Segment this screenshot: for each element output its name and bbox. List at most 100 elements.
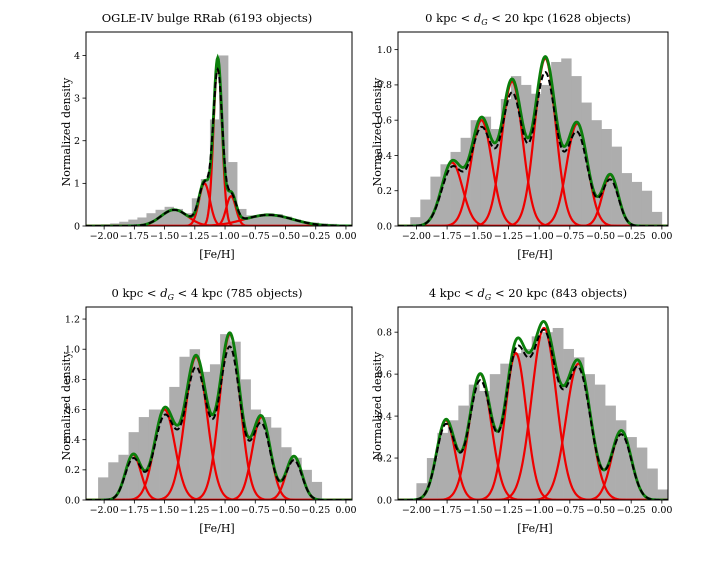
histogram-bar xyxy=(173,208,184,226)
histogram-bar xyxy=(584,374,595,500)
panel-1-plot: −2.00 −1.75 −1.50 −1.25 −1.00 −0.75 −0.50 −0.25… xyxy=(74,31,357,242)
histogram-bar xyxy=(260,417,272,500)
y-tick-label: 0.0 xyxy=(377,495,392,506)
x-tick-label: −1.00 xyxy=(525,231,554,242)
panel-2-title: 0 kpc < dG < 20 kpc (1628 objects) xyxy=(425,11,631,27)
histogram-bar xyxy=(594,384,606,500)
panel-4-xlabel: [Fe/H] xyxy=(517,522,552,535)
x-tick-label: −0.75 xyxy=(241,505,270,516)
x-tick-label: −1.75 xyxy=(433,231,462,242)
panel-4-ylabel: Normalized density xyxy=(371,351,384,461)
gaussian-component xyxy=(86,355,352,500)
histogram-bar xyxy=(164,206,174,226)
histogram-bar xyxy=(264,213,274,226)
y-tick-label: 1.0 xyxy=(377,45,392,56)
histogram-bar xyxy=(591,120,602,226)
panel-3-title: 0 kpc < dG < 4 kpc (785 objects) xyxy=(111,286,302,302)
gaussian-component xyxy=(86,332,352,500)
panel-2-plot: −2.00 −1.75 −1.50 −1.25 −1.00 −0.75 −0.50 −0.25… xyxy=(377,31,672,242)
y-tick-label: 1.2 xyxy=(65,314,80,325)
x-tick-label: 0.00 xyxy=(651,231,672,242)
x-tick-label: 0.00 xyxy=(335,505,356,516)
x-tick-label: −1.00 xyxy=(210,231,239,242)
panel-1-title: OGLE-IV bulge RRab (6193 objects) xyxy=(102,11,313,25)
x-tick-label: −0.75 xyxy=(555,231,584,242)
axes-frame xyxy=(85,306,353,501)
x-tick-label: −0.50 xyxy=(271,231,300,242)
gaussian-component xyxy=(398,57,668,226)
histogram-bar xyxy=(189,349,201,500)
y-tick-label: 0.4 xyxy=(377,151,392,162)
mixture-sum-curve xyxy=(398,320,668,500)
histogram-bar xyxy=(470,120,482,226)
histogram-bar xyxy=(138,417,150,500)
panel-1-xlabel: [Fe/H] xyxy=(199,248,234,261)
histogram-bar xyxy=(500,99,512,226)
histogram-bar xyxy=(651,211,663,226)
gaussian-component xyxy=(398,80,668,226)
histogram-bar xyxy=(636,447,648,500)
histogram-bar xyxy=(98,477,109,500)
histogram-bar xyxy=(426,458,438,500)
histogram-bar xyxy=(273,214,283,226)
histogram-bar xyxy=(551,61,562,226)
histogram-bar xyxy=(230,341,241,500)
histogram-bar xyxy=(282,216,292,226)
panel-3: 0 kpc < dG < 4 kpc (785 objects) −2.00 −1… xyxy=(60,286,357,535)
histogram-bar xyxy=(179,356,190,500)
density-estimate-curve xyxy=(86,67,352,226)
histogram-bar xyxy=(500,363,512,500)
axes-frame xyxy=(397,306,669,501)
x-tick-label: −0.25 xyxy=(617,231,646,242)
histogram-bar xyxy=(416,483,428,500)
x-tick-label: −1.75 xyxy=(120,505,149,516)
histogram-bar xyxy=(641,190,653,226)
x-tick-label: −2.00 xyxy=(90,231,119,242)
x-tick-label: −0.50 xyxy=(586,505,615,516)
histogram-bar xyxy=(631,181,643,226)
histogram-bar xyxy=(468,384,480,500)
x-tick-label: −0.50 xyxy=(271,505,300,516)
histogram-bar xyxy=(489,374,501,500)
histogram-bar xyxy=(148,409,160,500)
x-tick-label: −0.25 xyxy=(301,505,330,516)
y-tick-label: 3 xyxy=(74,93,80,104)
y-tick-label: 0.8 xyxy=(377,80,392,91)
axes-frame xyxy=(85,31,353,227)
histogram-bar xyxy=(605,405,616,500)
histogram-bar xyxy=(621,173,632,226)
histogram-bar xyxy=(146,213,156,226)
panel-3-plot: −2.00 −1.75 −1.50 −1.25 −1.00 −0.75 −0.50 −0.25… xyxy=(65,306,357,516)
histogram-bar xyxy=(542,332,553,500)
panel-2-xlabel: [Fe/H] xyxy=(517,248,552,261)
y-tick-label: 0 xyxy=(74,221,80,232)
y-tick-label: 0.6 xyxy=(65,405,80,416)
histogram-bar xyxy=(128,219,138,226)
histogram-bar xyxy=(240,379,251,500)
x-tick-label: −0.75 xyxy=(555,505,584,516)
histogram-bar xyxy=(159,409,170,500)
histogram-bar xyxy=(447,420,459,500)
y-tick-label: 0.6 xyxy=(377,115,392,126)
panel-4: 4 kpc < dG < 20 kpc (843 objects) −2.00−… xyxy=(371,286,672,535)
histogram-bar xyxy=(571,76,582,226)
y-tick-label: 0.6 xyxy=(377,369,392,380)
x-tick-label: −1.50 xyxy=(150,231,179,242)
histogram-bar xyxy=(246,215,256,226)
x-tick-label: 0.00 xyxy=(335,231,356,242)
x-tick-label: −2.00 xyxy=(402,505,431,516)
x-tick-label: −1.50 xyxy=(463,231,492,242)
histogram-bar xyxy=(480,116,492,226)
x-tick-label: −1.75 xyxy=(433,505,462,516)
x-tick-label: −1.75 xyxy=(120,231,149,242)
histogram-bar xyxy=(520,84,532,226)
histogram-bar xyxy=(291,219,301,226)
histogram-bar xyxy=(182,213,193,226)
y-tick-label: 0.8 xyxy=(65,375,80,386)
x-tick-label: −1.25 xyxy=(180,231,209,242)
panel-3-ylabel: Normalized density xyxy=(60,351,73,461)
panel-2-ylabel: Normalized density xyxy=(371,77,384,187)
histogram-bar xyxy=(541,84,552,226)
y-tick-label: 0.8 xyxy=(377,327,392,338)
